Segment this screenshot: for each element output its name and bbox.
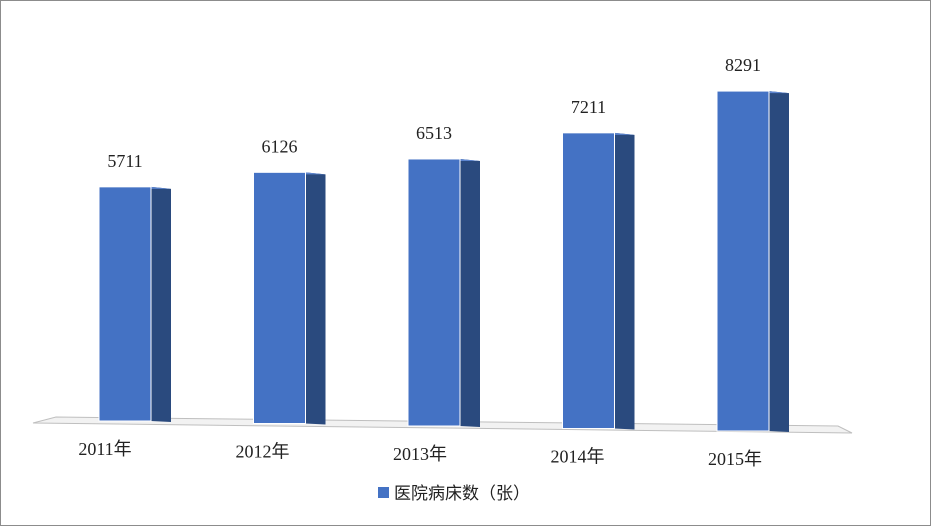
data-label: 6126 [262,136,298,156]
x-tick-label: 2012年 [236,442,290,462]
bar [253,171,306,424]
data-label: 7211 [571,97,606,117]
x-tick-label: 2015年 [708,449,762,469]
data-label: 8291 [725,55,761,75]
legend-label: 医院病床数（张） [394,484,530,504]
bar-side [305,172,326,425]
data-label: 6513 [416,123,452,143]
bar-side [460,158,480,428]
x-tick-label: 2013年 [393,444,447,464]
legend-swatch [378,487,389,498]
bar-side [151,186,171,422]
x-tick-label: 2011年 [78,439,131,459]
bar [716,90,770,432]
bar [562,132,615,429]
bar [98,186,152,422]
bar [407,158,461,427]
bar-side [769,91,789,432]
data-label: 5711 [107,151,142,171]
x-tick-label: 2014年 [551,447,605,467]
bar-side [614,132,635,430]
